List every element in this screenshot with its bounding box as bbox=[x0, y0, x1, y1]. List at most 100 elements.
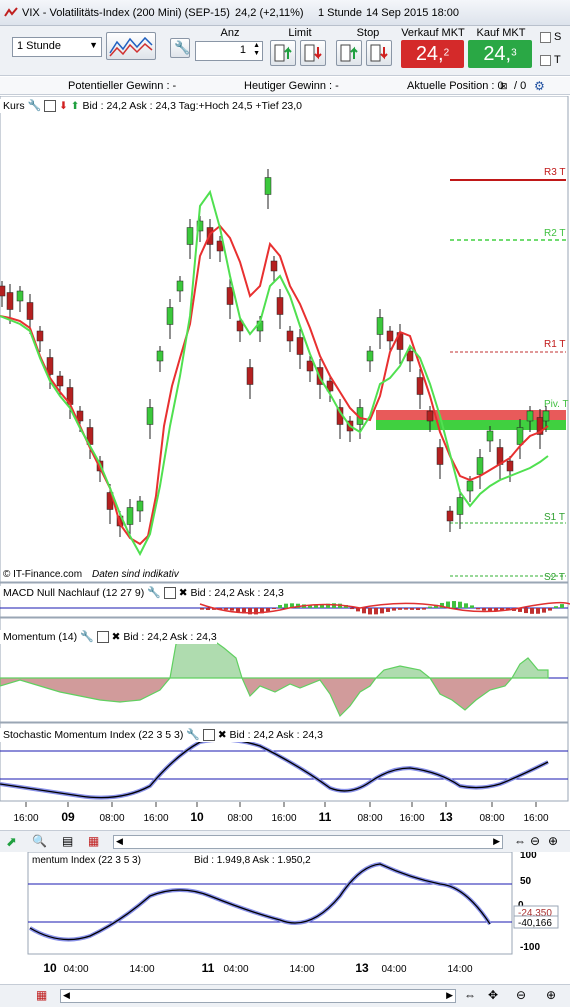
limit-buy-button[interactable] bbox=[270, 40, 296, 66]
stop-label: Stop bbox=[356, 27, 380, 39]
momentum-area-positive-2 bbox=[374, 665, 432, 679]
macd-bar bbox=[254, 608, 258, 615]
window-icon[interactable] bbox=[163, 587, 176, 600]
kurs-panel bbox=[0, 96, 569, 583]
macd-bar bbox=[548, 608, 552, 611]
candle bbox=[516, 419, 524, 459]
t-checkbox[interactable] bbox=[540, 55, 551, 66]
buy-arrow-icon[interactable]: ⬆ bbox=[70, 100, 80, 112]
sell-market-button[interactable]: 24,2 bbox=[401, 40, 464, 68]
limit-buy-icon bbox=[274, 44, 292, 62]
wrench-button[interactable]: 🔧 bbox=[170, 38, 190, 58]
lower-value-box-2 bbox=[513, 915, 559, 929]
macd-bar bbox=[362, 608, 366, 614]
candle bbox=[264, 169, 272, 209]
zoom-in-icon[interactable]: ⊕ bbox=[546, 988, 557, 1002]
fit-icon[interactable]: ⇔ bbox=[464, 988, 476, 1002]
stop-sell-icon bbox=[370, 44, 388, 62]
today-profit: Heutiger Gewinn : - bbox=[244, 80, 339, 92]
sell-arrow-icon[interactable]: ⬇ bbox=[59, 100, 68, 112]
lower-x-axis-label: 14:00 bbox=[129, 964, 154, 975]
x-axis-label: 08:00 bbox=[99, 813, 124, 824]
macd-bar bbox=[368, 608, 372, 615]
gear-icon[interactable]: ⚙ bbox=[534, 79, 545, 93]
lower-x-axis-label: 11 bbox=[202, 961, 215, 975]
scroll-left-icon[interactable]: ◀ bbox=[63, 990, 70, 1000]
stop-sell-button[interactable] bbox=[366, 40, 392, 66]
candle bbox=[436, 439, 444, 479]
x-axis-label: 16:00 bbox=[143, 813, 168, 824]
smi-panel-header: Stochastic Momentum Index (22 3 5 3) 🔧 ✖… bbox=[0, 728, 323, 742]
lower-y-50: 50 bbox=[520, 876, 532, 887]
sell-price-decimal: 2 bbox=[443, 47, 450, 59]
x-axis-label: 09 bbox=[61, 810, 75, 824]
scrollbar[interactable]: ◀ ▶ bbox=[113, 835, 503, 849]
price-change: 24,2 (+2,11%) bbox=[235, 7, 304, 19]
x-axis-label: 16:00 bbox=[271, 813, 296, 824]
candle bbox=[186, 219, 194, 259]
fit-icon[interactable]: ⇔ bbox=[514, 834, 526, 848]
print-icon[interactable]: ▤ bbox=[62, 834, 74, 848]
window-icon[interactable] bbox=[96, 631, 109, 644]
lower-x-axis-label: 13 bbox=[355, 961, 369, 975]
kurs-label: Kurs bbox=[3, 100, 25, 112]
chart-style-button[interactable] bbox=[106, 32, 156, 60]
wrench-icon[interactable]: 🔧 bbox=[80, 631, 94, 643]
candle bbox=[146, 399, 154, 439]
macd-bar bbox=[278, 604, 282, 608]
macd-bar bbox=[500, 608, 504, 611]
macd-bar bbox=[452, 601, 456, 608]
candle bbox=[366, 346, 374, 372]
buy-price-decimal: 3 bbox=[511, 47, 517, 59]
macd-bar bbox=[434, 604, 438, 608]
close-icon[interactable]: ✖ bbox=[111, 631, 121, 643]
window-icon[interactable] bbox=[44, 100, 57, 113]
profit-info-bar: Potentieller Gewinn : - Heutiger Gewinn … bbox=[0, 77, 570, 95]
candle bbox=[176, 276, 184, 302]
quantity-value: 1 bbox=[239, 44, 246, 56]
stop-buy-button[interactable] bbox=[336, 40, 362, 66]
zoom-out-icon[interactable]: ⊖ bbox=[530, 834, 541, 848]
title-datetime: 14 Sep 2015 18:00 bbox=[366, 7, 459, 19]
scroll-right-icon[interactable]: ▶ bbox=[493, 836, 500, 846]
wrench-icon[interactable]: 🔧 bbox=[186, 729, 200, 741]
window-icon[interactable] bbox=[202, 729, 215, 742]
macd-bar bbox=[374, 608, 378, 615]
quantity-input[interactable]: 1 ▲ ▼ bbox=[195, 41, 263, 61]
quantity-stepper-icon[interactable]: ▲ ▼ bbox=[253, 42, 260, 57]
close-icon[interactable]: ✖ bbox=[217, 729, 227, 741]
new-chart-icon[interactable]: ⬈ bbox=[6, 834, 17, 849]
position-close-icon[interactable]: ⊠ bbox=[500, 81, 508, 91]
zoom-out-icon[interactable]: ⊖ bbox=[516, 988, 527, 1002]
grid-icon[interactable]: ▦ bbox=[88, 834, 100, 848]
order-toolbar: 1 Stunde ▼ 🔧 Anz 1 ▲ ▼ Limit Stop Verkauf… bbox=[0, 26, 570, 76]
s2-label: S2 T bbox=[544, 572, 565, 583]
lower-smi-panel bbox=[27, 852, 513, 955]
x-axis-labels: 16:00 09 08:00 16:00 10 08:00 16:00 11 08:00 16:0… bbox=[13, 802, 549, 824]
wrench-icon[interactable]: 🔧 bbox=[27, 100, 42, 112]
macd-bar bbox=[314, 604, 318, 608]
buy-market-button[interactable]: 24,3 bbox=[468, 40, 532, 68]
zoom-in-icon[interactable]: ⊕ bbox=[548, 834, 559, 848]
lower-scrollbar[interactable]: ◀ ▶ bbox=[60, 989, 456, 1003]
scroll-left-icon[interactable]: ◀ bbox=[116, 836, 123, 846]
scroll-right-icon[interactable]: ▶ bbox=[446, 990, 453, 1000]
macd-bar bbox=[410, 608, 414, 610]
zoom-icon[interactable]: 🔍 bbox=[32, 834, 47, 848]
move-icon[interactable]: ✥ bbox=[488, 988, 499, 1002]
lower-panel-label: mentum Index (22 3 5 3) bbox=[32, 855, 141, 866]
close-icon[interactable]: ✖ bbox=[178, 587, 188, 599]
x-axis-label: 11 bbox=[319, 810, 332, 824]
limit-sell-button[interactable] bbox=[300, 40, 326, 66]
candle bbox=[406, 346, 414, 372]
title-bar: VIX - Volatilitäts-Index (200 Mini) (SEP… bbox=[0, 0, 570, 26]
candle bbox=[286, 326, 294, 352]
anz-label: Anz bbox=[220, 27, 240, 39]
grid-icon[interactable]: ▦ bbox=[36, 988, 48, 1002]
wrench-icon[interactable]: 🔧 bbox=[147, 587, 161, 599]
chart-bottom-toolbar: ⬈ 🔍 ▤ ▦ ◀ ▶ ⇔ ⊖ ⊕ bbox=[0, 830, 570, 852]
stop-buy-icon bbox=[340, 44, 358, 62]
buy-price: 24, bbox=[483, 43, 512, 65]
s-checkbox[interactable] bbox=[540, 32, 551, 43]
interval-select[interactable]: 1 Stunde ▼ bbox=[12, 37, 102, 57]
